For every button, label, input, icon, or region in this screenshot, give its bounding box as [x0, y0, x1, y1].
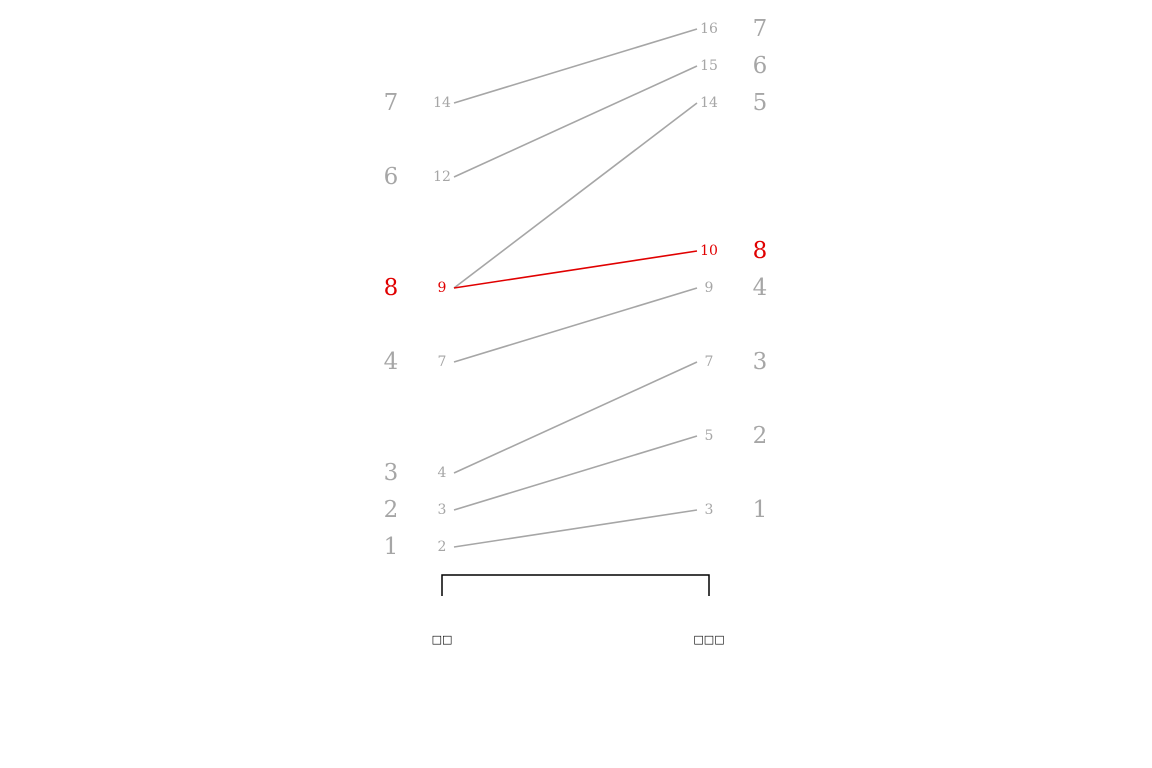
left-rank-label-2: 2	[384, 497, 399, 523]
slope-labels: 2 1 3 1 3 2 5 2 4 3 7 3 7 4 9 4 14 5 12 6 15 6 14 7 16 7 9 8 10 8	[384, 16, 768, 560]
slope-line-2	[453, 435, 698, 511]
slope-line-8	[453, 28, 698, 104]
left-rank-label-5: 8	[384, 275, 399, 301]
left-rank-label-7: 6	[384, 164, 399, 190]
slope-line-4	[453, 287, 698, 363]
left-value-label-2: 3	[438, 502, 447, 518]
right-rank-label-4: 4	[753, 275, 768, 301]
right-value-label-3: 7	[705, 354, 714, 370]
slope-line-1	[453, 509, 698, 548]
right-rank-label-3: 3	[753, 349, 768, 375]
slope-line-3	[453, 361, 698, 474]
right-rank-label-5: 8	[753, 238, 768, 264]
right-rank-label-1: 1	[753, 497, 768, 523]
left-value-label-4: 7	[438, 354, 447, 370]
left-value-label-5: 9	[438, 280, 447, 296]
right-rank-label-2: 2	[753, 423, 768, 449]
x-axis-label-right: □□□	[693, 633, 724, 646]
left-value-label-3: 4	[438, 465, 447, 481]
right-value-label-4: 9	[705, 280, 714, 296]
right-value-label-8: 16	[700, 21, 718, 37]
left-rank-label-4: 4	[384, 349, 399, 375]
x-axis-label-left: □□	[432, 633, 453, 646]
right-rank-label-8: 7	[753, 16, 768, 42]
right-value-label-2: 5	[705, 428, 714, 444]
left-rank-label-3: 3	[384, 460, 399, 486]
right-value-label-5: 10	[700, 243, 718, 259]
slope-line-5	[453, 250, 698, 289]
left-value-label-7: 12	[433, 169, 451, 185]
left-value-label-8: 14	[433, 95, 451, 111]
slope-line-7	[453, 65, 698, 178]
left-rank-label-8: 7	[384, 90, 399, 116]
right-rank-label-6: 5	[753, 90, 768, 116]
left-value-label-1: 2	[438, 539, 447, 555]
slope-line-6	[453, 102, 698, 289]
slope-lines	[453, 28, 698, 548]
right-value-label-1: 3	[705, 502, 714, 518]
right-value-label-6: 14	[700, 95, 718, 111]
x-axis-bracket	[441, 574, 710, 596]
right-value-label-7: 15	[700, 58, 718, 74]
right-rank-label-7: 6	[753, 53, 768, 79]
left-rank-label-1: 1	[384, 534, 399, 560]
